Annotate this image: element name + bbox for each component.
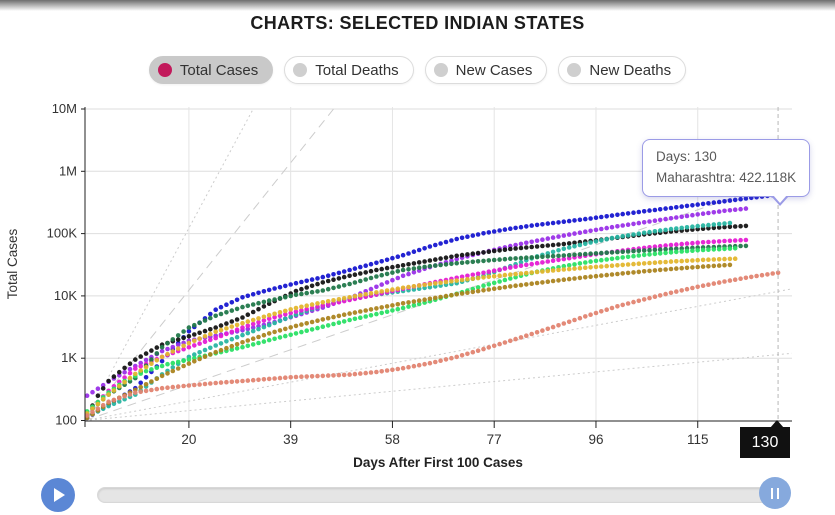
svg-text:100K: 100K [47,226,78,241]
toggle-new-cases[interactable]: New Cases [424,56,548,84]
play-button[interactable] [41,478,75,512]
metric-toggle-group: Total Cases Total Deaths New Cases New Deat… [0,56,835,84]
toggle-total-cases[interactable]: Total Cases [148,56,274,84]
chart-tooltip: Days: 130 Maharashtra: 422.118K [642,139,811,206]
toggle-dot-icon [433,63,448,77]
current-day-caret [770,420,784,428]
svg-text:10K: 10K [54,288,77,303]
toggle-dot-icon [567,63,582,77]
x-axis-title: Days After First 100 Cases [353,455,523,470]
timeline-slider-track[interactable] [97,487,785,503]
svg-text:1K: 1K [61,350,77,365]
svg-text:115: 115 [687,432,709,447]
timeline-slider-handle[interactable] [759,477,791,509]
current-day-label: 130 [740,420,790,458]
play-icon [54,488,65,502]
toggle-label: New Deaths [589,61,672,79]
tooltip-value-line: Maharashtra: 422.118K [656,169,797,185]
chart-area: 100 1K 10K 100K 1M 10M 20 39 58 77 96 115 Total Case… [0,95,835,475]
toggle-dot-icon [293,63,308,77]
y-axis-title: Total Cases [5,228,20,299]
toggle-label: New Cases [455,61,533,79]
toggle-dot-icon [157,63,172,77]
svg-text:10M: 10M [52,101,77,116]
toggle-total-deaths[interactable]: Total Deaths [284,56,414,84]
toggle-label: Total Deaths [315,61,399,79]
svg-text:96: 96 [588,432,603,447]
svg-text:1M: 1M [59,163,77,178]
top-edge-shadow [0,0,835,11]
svg-text:100: 100 [55,413,77,428]
tooltip-days-line: Days: 130 [656,149,717,164]
toggle-label: Total Cases [179,61,259,79]
svg-text:77: 77 [487,432,502,447]
chart-canvas[interactable]: 100 1K 10K 100K 1M 10M 20 39 58 77 96 115 Total Case… [0,95,835,475]
page-title: CHARTS: SELECTED INDIAN STATES [250,13,585,33]
svg-text:20: 20 [181,432,196,447]
svg-text:58: 58 [385,432,400,447]
svg-text:39: 39 [283,432,298,447]
pause-icon [771,487,773,499]
toggle-new-deaths[interactable]: New Deaths [558,56,687,84]
